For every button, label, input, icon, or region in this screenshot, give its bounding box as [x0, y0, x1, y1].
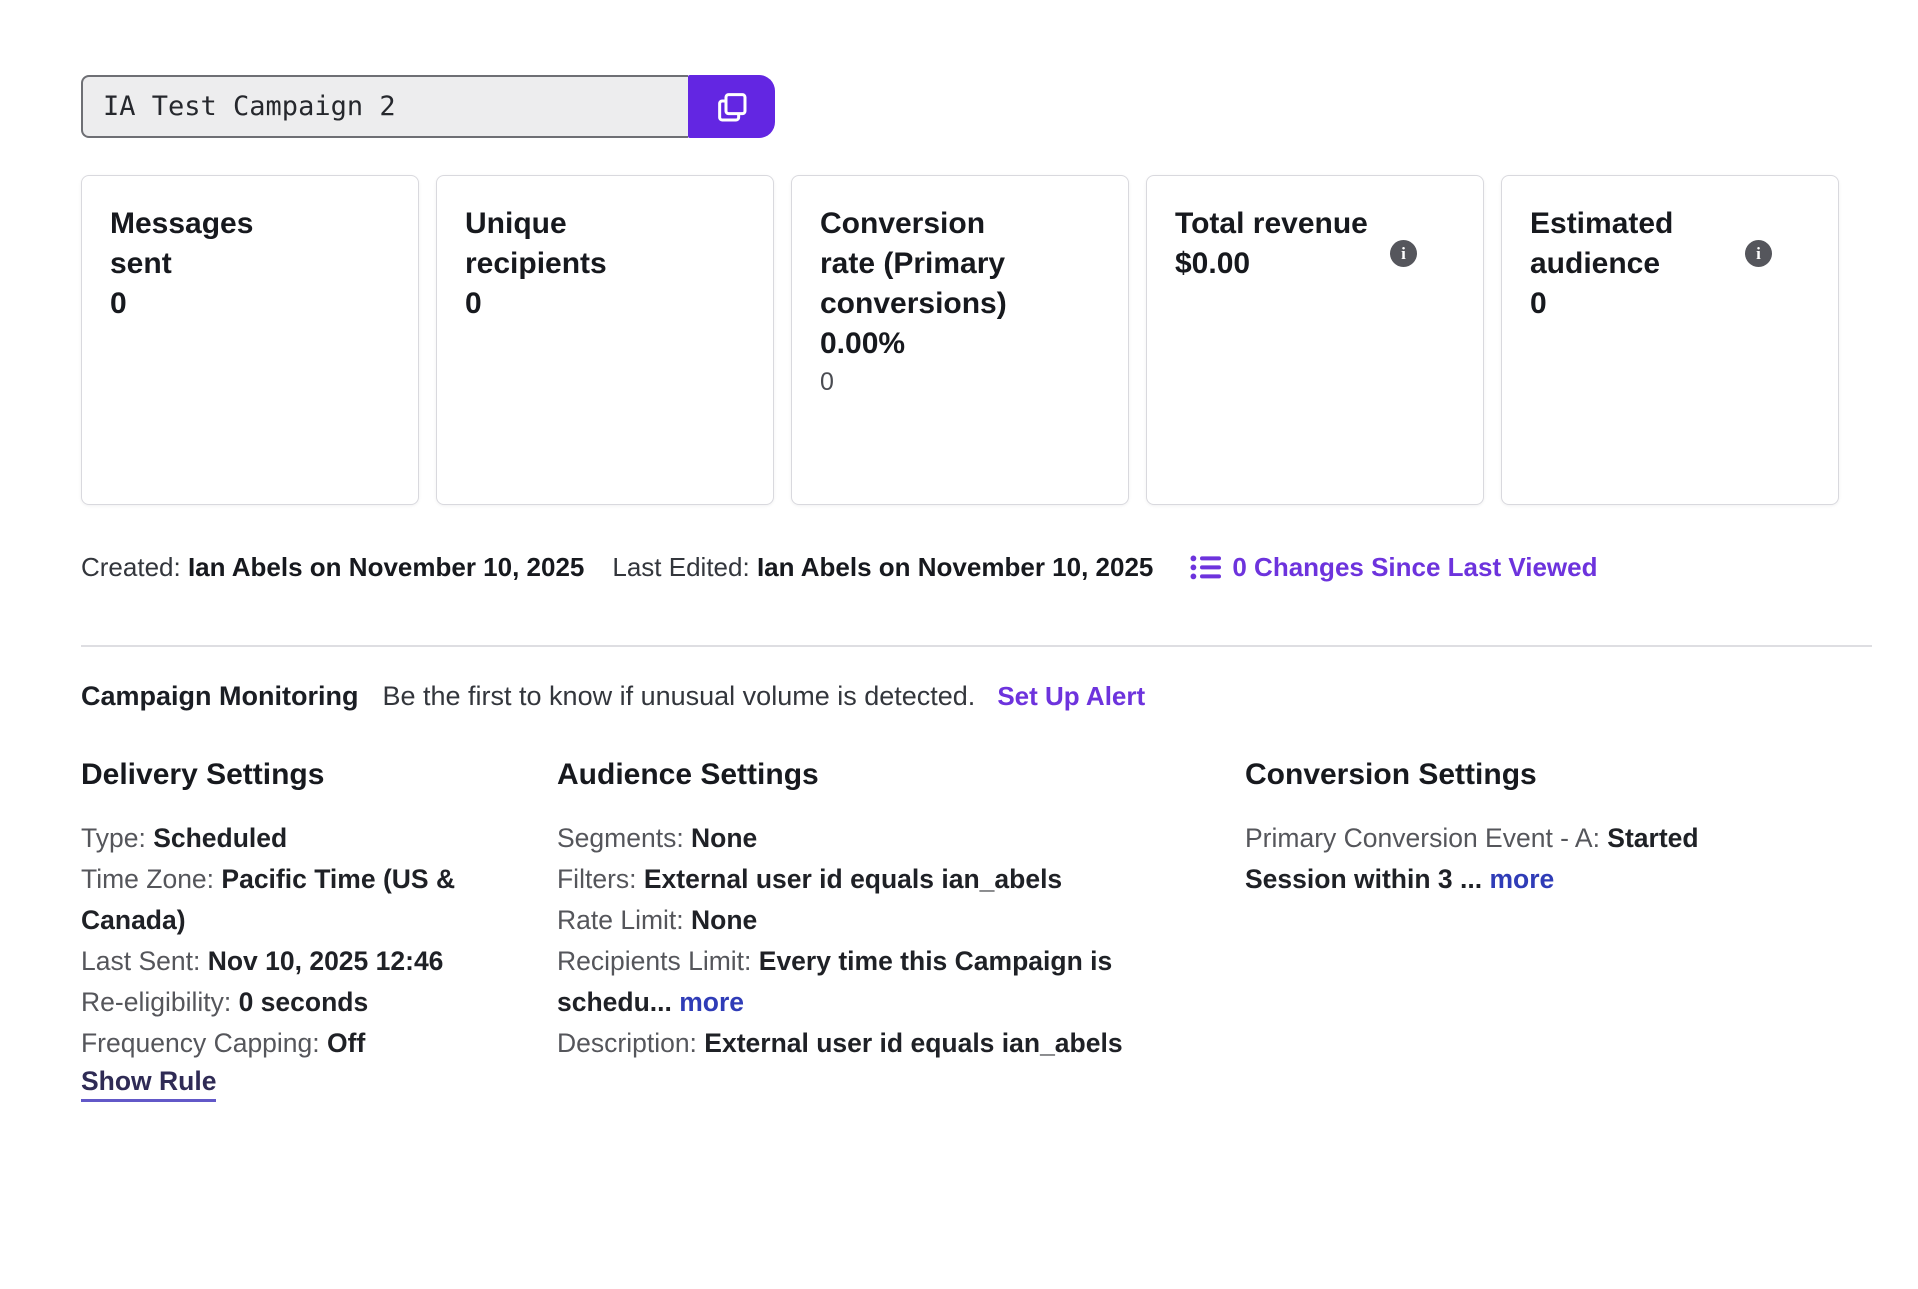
last-edited-label: Last Edited: — [612, 552, 757, 582]
delivery-settings-heading: Delivery Settings — [81, 758, 325, 791]
setting-label: Description: — [557, 1028, 705, 1058]
campaign-monitoring-description: Be the first to know if unusual volume i… — [382, 681, 976, 711]
setting-row-time-zone: Time Zone: Pacific Time (US & Canada) — [81, 859, 476, 941]
set-up-alert-link[interactable]: Set Up Alert — [997, 681, 1146, 711]
campaign-name-input[interactable] — [81, 75, 688, 138]
setting-label: Recipients Limit: — [557, 946, 759, 976]
setting-value: External user id equals ian_abels — [643, 864, 1063, 894]
stat-card-value: 0.00% — [820, 327, 906, 360]
copy-campaign-name-button[interactable] — [688, 75, 775, 138]
changelog-list-icon — [1190, 555, 1222, 580]
changes-link-label: 0 Changes Since Last Viewed — [1232, 552, 1598, 582]
info-icon[interactable]: i — [1745, 240, 1772, 267]
stat-card-estimated-audience: Estimated audience i 0 — [1501, 175, 1839, 505]
created-info: Created: Ian Abels on November 10, 2025 — [81, 552, 584, 583]
stat-card-unique-recipients: Unique recipients 0 — [436, 175, 774, 505]
created-label: Created: — [81, 552, 188, 582]
setting-label: Time Zone: — [81, 864, 222, 894]
setting-row-filters: Filters: External user id equals ian_abe… — [557, 859, 1164, 900]
stat-card-title: Total revenue — [1175, 207, 1368, 240]
conversion-settings-heading: Conversion Settings — [1245, 758, 1537, 791]
stat-card-value: 0 — [465, 287, 482, 320]
audience-settings-section: Audience Settings Segments: None Filters… — [557, 758, 1164, 1064]
setting-value: Pacific Time (US & Canada) — [81, 864, 456, 935]
setting-value: Off — [327, 1028, 366, 1058]
setting-value: External user id equals ian_abels — [704, 1028, 1123, 1058]
setting-row-last-sent: Last Sent: Nov 10, 2025 12:46 — [81, 941, 476, 982]
delivery-settings-section: Delivery Settings Type: Scheduled Time Z… — [81, 758, 476, 1102]
campaign-details-page: Messages sent 0 Unique recipients 0 Conv… — [0, 75, 1918, 1289]
setting-label: Frequency Capping: — [81, 1028, 328, 1058]
setting-label: Segments: — [557, 823, 692, 853]
setting-value: Scheduled — [153, 823, 288, 853]
setting-value: 0 seconds — [238, 987, 369, 1017]
conversion-event-more-link[interactable]: more — [1489, 864, 1555, 894]
setting-value: None — [691, 823, 758, 853]
setting-row-rate-limit: Rate Limit: None — [557, 900, 1164, 941]
stat-card-title: Unique recipients — [465, 207, 607, 280]
setting-label: Type: — [81, 823, 154, 853]
section-divider — [81, 645, 1872, 647]
setting-label: Last Sent: — [81, 946, 208, 976]
setting-label: Filters: — [557, 864, 644, 894]
setting-row-recipients-limit: Recipients Limit: Every time this Campai… — [557, 941, 1164, 1023]
setting-label: Rate Limit: — [557, 905, 692, 935]
stat-card-value: 0 — [110, 287, 127, 320]
stat-card-title: Messages sent — [110, 207, 254, 280]
stat-card-value: $0.00 — [1175, 247, 1251, 280]
settings-grid: Delivery Settings Type: Scheduled Time Z… — [81, 758, 1842, 1102]
setting-value: Every time this Campaign is schedu... — [557, 946, 1113, 1017]
copy-icon — [717, 92, 746, 121]
campaign-monitoring-row: Campaign Monitoring Be the first to know… — [81, 681, 1842, 712]
setting-row-frequency-capping: Frequency Capping: Off — [81, 1023, 476, 1064]
setting-value: None — [691, 905, 758, 935]
show-rule-link[interactable]: Show Rule — [81, 1066, 217, 1102]
info-icon[interactable]: i — [1390, 240, 1417, 267]
stat-card-value: 0 — [1530, 287, 1547, 320]
campaign-name-row — [81, 75, 1842, 138]
audience-settings-heading: Audience Settings — [557, 758, 819, 791]
stat-card-messages-sent: Messages sent 0 — [81, 175, 419, 505]
setting-label: Primary Conversion Event - A: — [1245, 823, 1608, 853]
campaign-monitoring-title: Campaign Monitoring — [81, 681, 359, 711]
meta-row: Created: Ian Abels on November 10, 2025 … — [81, 552, 1842, 583]
setting-row-primary-conversion-event: Primary Conversion Event - A: Started Se… — [1245, 818, 1805, 900]
stats-cards-row: Messages sent 0 Unique recipients 0 Conv… — [81, 175, 1842, 505]
setting-row-segments: Segments: None — [557, 818, 1164, 859]
setting-label: Re-eligibility: — [81, 987, 239, 1017]
setting-row-description: Description: External user id equals ian… — [557, 1023, 1164, 1064]
setting-value: Started Session within 3 ... — [1245, 823, 1699, 894]
stat-card-conversion-rate: Conversion rate (Primary conversions) 0.… — [791, 175, 1129, 505]
setting-value: Nov 10, 2025 12:46 — [207, 946, 444, 976]
last-edited-value: Ian Abels on November 10, 2025 — [756, 552, 1154, 582]
recipients-limit-more-link[interactable]: more — [679, 987, 745, 1017]
setting-row-re-eligibility: Re-eligibility: 0 seconds — [81, 982, 476, 1023]
last-edited-info: Last Edited: Ian Abels on November 10, 2… — [612, 552, 1153, 583]
changes-since-last-viewed-link[interactable]: 0 Changes Since Last Viewed — [1190, 552, 1597, 583]
stat-card-total-revenue: Total revenue i $0.00 — [1146, 175, 1484, 505]
stat-card-subvalue: 0 — [820, 368, 834, 396]
stat-card-title: Conversion rate (Primary conversions) — [820, 207, 1007, 320]
created-value: Ian Abels on November 10, 2025 — [187, 552, 585, 582]
conversion-settings-section: Conversion Settings Primary Conversion E… — [1245, 758, 1805, 900]
setting-row-type: Type: Scheduled — [81, 818, 476, 859]
stat-card-title: Estimated audience — [1530, 207, 1674, 280]
